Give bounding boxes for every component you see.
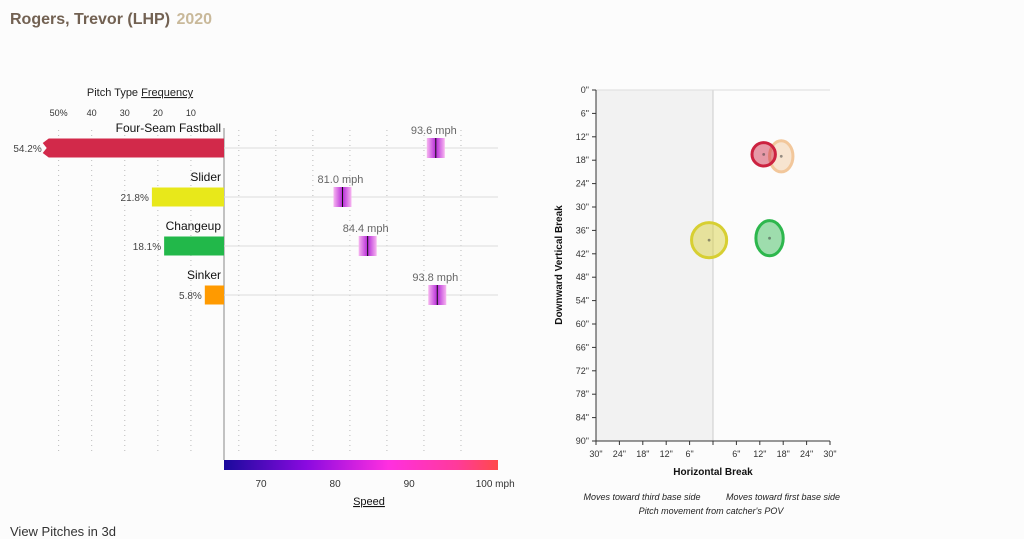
y-tick-label: 18" [576,155,589,165]
chart-title-link[interactable]: Frequency [141,87,193,99]
frequency-bar [151,187,224,207]
frequency-value-label: 5.8% [179,291,202,302]
frequency-bar [204,285,224,305]
player-name: Rogers, Trevor (LHP) [10,11,171,28]
page-title: Rogers, Trevor (LHP) 2020 [10,11,212,29]
y-tick-label: 42" [576,249,589,259]
annotation-first-base: Moves toward first base side [726,492,840,502]
x-axis-title: Horizontal Break [673,467,753,478]
speed-tick-label: 70 [255,479,267,490]
pitch-type-label: Changeup [166,219,222,233]
y-tick-label: 6" [581,108,589,118]
pitch-movement-center [707,238,711,242]
third-base-side-region [596,90,713,441]
speed-color-bar [224,460,498,470]
speed-tick-label: 100 mph [476,479,515,490]
x-tick-label: 6" [685,449,693,459]
y-tick-label: 0" [581,85,589,95]
frequency-value-label: 21.8% [121,193,149,204]
speed-value-label: 93.6 mph [411,125,457,137]
frequency-value-label: 18.1% [133,242,161,253]
frequency-tick-label: 30 [120,108,130,118]
chart-title: Pitch Type Frequency [87,87,194,99]
speed-tick-label: 90 [404,479,416,490]
frequency-tick-label: 20 [153,108,163,118]
frequency-value-label: 54.2% [13,144,41,155]
frequency-tick-label: 40 [87,108,97,118]
y-tick-label: 84" [576,413,589,423]
speed-value-label: 84.4 mph [343,223,389,235]
speed-value-label: 81.0 mph [318,174,364,186]
frequency-tick-label: 50% [50,108,68,118]
season-year: 2020 [176,11,213,28]
x-tick-label: 18" [777,449,790,459]
y-tick-label: 24" [576,179,589,189]
x-tick-label: 12" [660,449,673,459]
speed-axis-label[interactable]: Speed [353,496,385,508]
view-pitches-3d-link[interactable]: View Pitches in 3d [10,524,116,539]
y-tick-label: 72" [576,366,589,376]
pitch-movement-center [762,152,766,156]
y-tick-label: 66" [576,342,589,352]
annotation-pov: Pitch movement from catcher's POV [639,506,785,516]
pitch-type-label: Slider [190,170,221,184]
chart-title-prefix: Pitch Type [87,87,141,99]
y-tick-label: 36" [576,225,589,235]
y-tick-label: 30" [576,202,589,212]
pitch-frequency-speed-chart: Pitch Type Frequency 50% 40 30 20 10 Four-Seam… [13,87,515,508]
y-tick-label: 60" [576,319,589,329]
x-tick-label: 12" [753,449,766,459]
y-tick-label: 78" [576,389,589,399]
frequency-bar [164,236,224,256]
y-axis-title: Downward Vertical Break [554,205,565,325]
frequency-tick-label: 10 [186,108,196,118]
x-tick-label: 30" [823,449,836,459]
pitch-movement-center [779,154,783,158]
x-tick-label: 18" [636,449,649,459]
x-tick-label: 24" [800,449,813,459]
annotation-third-base: Moves toward third base side [583,492,700,502]
speed-value-label: 93.8 mph [412,272,458,284]
y-tick-label: 12" [576,132,589,142]
frequency-bar [42,138,224,158]
y-tick-label: 90" [576,436,589,446]
x-tick-label: 24" [613,449,626,459]
pitch-movement-center [768,236,771,240]
pitch-type-label: Sinker [187,268,221,282]
x-tick-label: 6" [732,449,740,459]
pitch-type-label: Four-Seam Fastball [116,121,221,135]
x-tick-label: 30" [589,449,602,459]
y-tick-label: 48" [576,272,589,282]
y-tick-label: 54" [576,296,589,306]
speed-tick-label: 80 [330,479,342,490]
pitch-movement-chart: 0" 6" 12" 18" 24" 30" 36" 42" 48" 54" 60" 66" 72" 78"… [554,85,840,516]
